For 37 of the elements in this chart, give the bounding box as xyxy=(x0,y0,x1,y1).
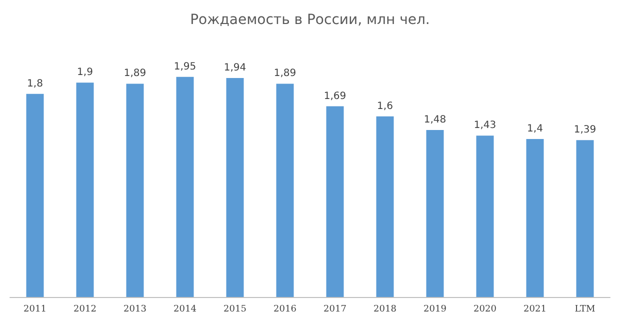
data-label: 1,39 xyxy=(574,124,596,136)
x-tick-label: LTM xyxy=(574,304,596,314)
data-label: 1,48 xyxy=(424,114,446,126)
bar xyxy=(476,136,494,297)
data-label: 1,8 xyxy=(27,78,43,90)
chart-title: Рождаемость в России, млн чел. xyxy=(190,12,430,28)
bar xyxy=(326,106,344,297)
bar xyxy=(226,78,244,297)
bar xyxy=(376,116,394,297)
bar xyxy=(126,84,144,297)
data-label: 1,43 xyxy=(474,120,496,132)
bar xyxy=(76,82,94,297)
x-tick-label: 2016 xyxy=(274,304,297,314)
x-tick-label: 2019 xyxy=(424,304,447,314)
bar xyxy=(576,140,594,297)
data-label: 1,6 xyxy=(377,100,393,112)
x-tick-label: 2015 xyxy=(224,304,247,314)
x-tick-label: 2013 xyxy=(124,304,147,314)
x-tick-label: 2017 xyxy=(324,304,347,314)
data-label: 1,89 xyxy=(124,68,146,80)
data-label: 1,89 xyxy=(274,68,296,80)
data-label: 1,9 xyxy=(77,67,93,78)
data-label: 1,69 xyxy=(324,90,346,102)
bar xyxy=(526,139,544,297)
data-label: 1,95 xyxy=(174,61,196,72)
x-tick-label: 2012 xyxy=(74,304,96,314)
bar xyxy=(276,84,294,297)
x-tick-label: 2011 xyxy=(24,304,46,314)
x-tick-label: 2018 xyxy=(374,304,397,314)
x-tick-label: 2020 xyxy=(474,304,497,314)
bar xyxy=(426,130,444,297)
x-tick-label: 2014 xyxy=(174,304,197,314)
x-tick-label: 2021 xyxy=(524,304,546,314)
bar xyxy=(176,76,194,297)
data-label: 1,4 xyxy=(527,124,543,134)
bar xyxy=(26,94,44,297)
data-label: 1,94 xyxy=(224,62,246,74)
